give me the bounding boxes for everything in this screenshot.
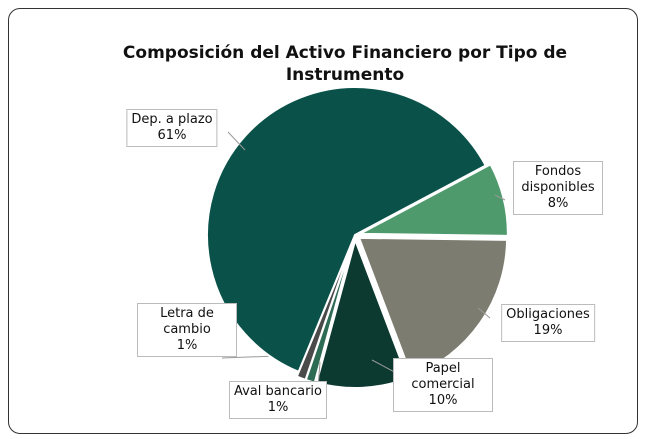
data-label: Dep. a plazo 61% xyxy=(126,109,218,147)
leader-line xyxy=(494,194,506,201)
leader-line xyxy=(477,307,491,319)
percent-label: 10% xyxy=(428,393,458,408)
chart-title: Composición del Activo Financiero por Ti… xyxy=(122,43,568,85)
data-label: Papel comercial 10% xyxy=(393,358,493,412)
data-label: Obligaciones 19% xyxy=(501,304,595,342)
leader-line xyxy=(227,131,246,151)
category-label: Obligaciones xyxy=(506,307,590,322)
percent-label: 8% xyxy=(547,196,569,211)
percent-label: 1% xyxy=(176,338,198,353)
category-label: Papel comercial xyxy=(411,361,475,392)
category-label: Letra de cambio xyxy=(160,306,214,337)
percent-label: 1% xyxy=(267,400,289,415)
data-label: Fondos disponibles 8% xyxy=(513,161,603,215)
data-label: Letra de cambio 1% xyxy=(137,303,237,357)
percent-label: 61% xyxy=(157,128,187,143)
category-label: Aval bancario xyxy=(233,384,323,399)
data-label: Aval bancario 1% xyxy=(228,381,328,419)
percent-label: 19% xyxy=(533,323,563,338)
category-label: Dep. a plazo xyxy=(131,112,213,127)
category-label: Fondos disponibles xyxy=(521,164,595,195)
chart-frame xyxy=(8,8,638,434)
